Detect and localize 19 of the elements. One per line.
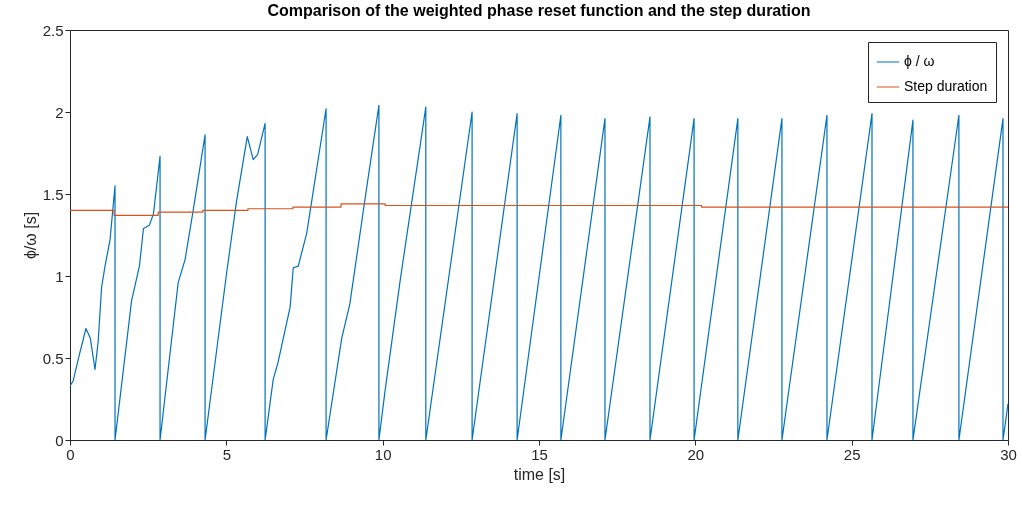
x-tick-label: 25 bbox=[843, 445, 861, 463]
x-tick-label: 30 bbox=[1000, 445, 1017, 463]
x-axis-title: time [s] bbox=[513, 465, 566, 483]
y-tick-label: 2 bbox=[55, 103, 64, 121]
x-tick-label: 15 bbox=[531, 445, 548, 463]
legend-label: ϕ / ω bbox=[904, 53, 935, 69]
y-tick-label: 0 bbox=[55, 431, 64, 449]
y-tick-label: 2.5 bbox=[42, 21, 64, 39]
x-tick-label: 5 bbox=[222, 445, 232, 463]
y-axis-title: ϕ/ω [s] bbox=[21, 211, 39, 260]
y-tick-label: 1 bbox=[55, 267, 64, 285]
x-tick-label: 0 bbox=[66, 445, 75, 463]
x-tick-label: 10 bbox=[374, 445, 392, 463]
line-series bbox=[70, 104, 1008, 440]
y-tick-label: 1.5 bbox=[42, 185, 64, 203]
legend-label: Step duration bbox=[904, 78, 988, 94]
y-tick-label: 0.5 bbox=[42, 349, 64, 367]
chart-title: Comparison of the weighted phase reset function and the step duration bbox=[267, 2, 811, 19]
x-tick-label: 20 bbox=[687, 445, 705, 463]
